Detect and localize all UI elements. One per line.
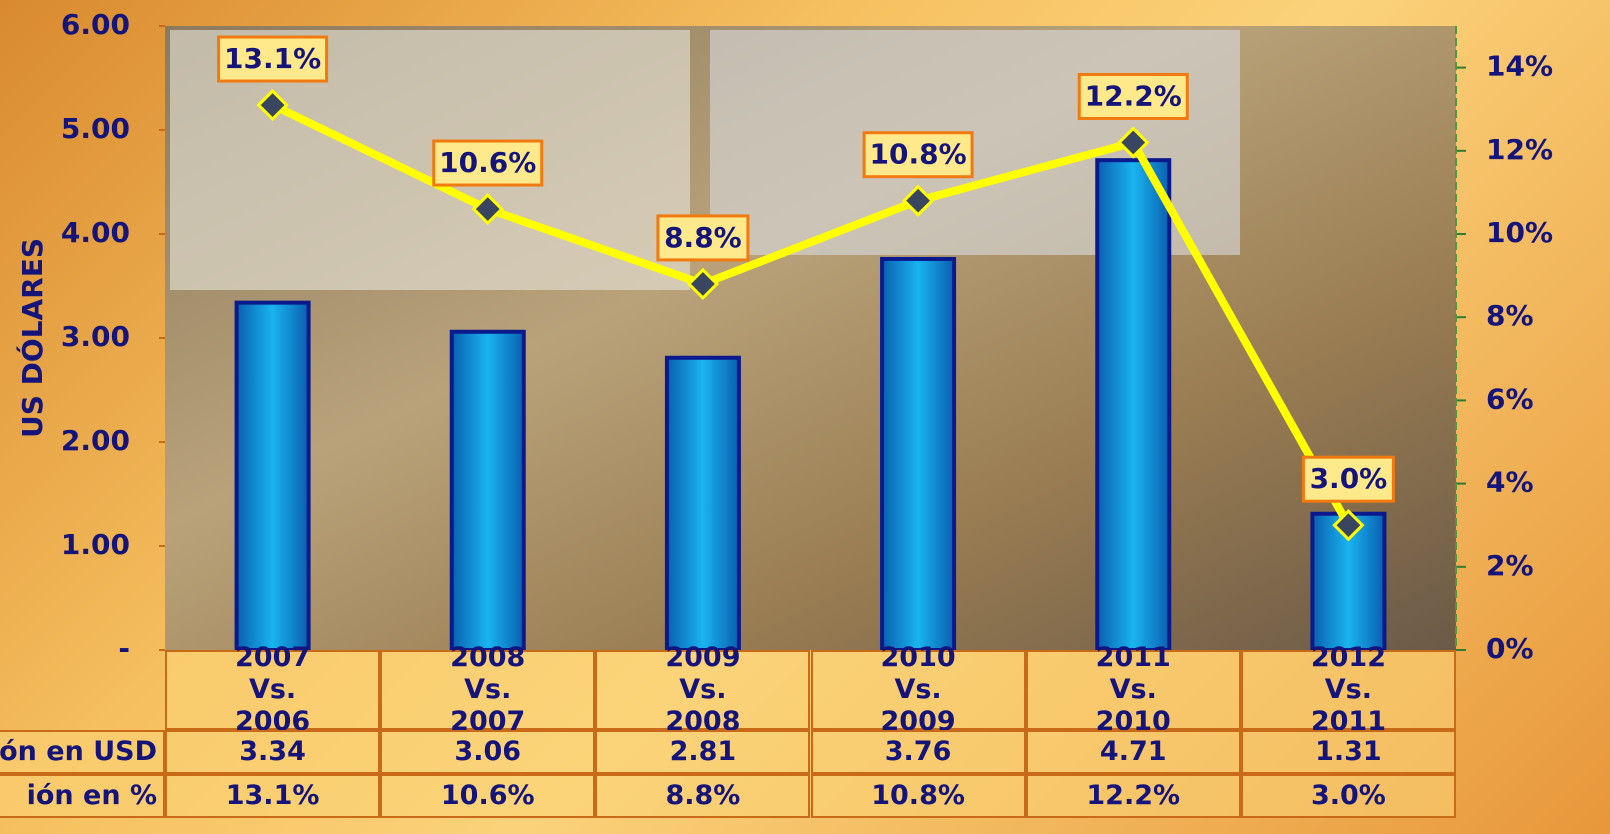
marker — [901, 184, 935, 217]
data-label-box — [1077, 72, 1189, 120]
table-cell: 10.6% — [380, 774, 596, 818]
category-cell: 2008 Vs. 2007 — [380, 642, 596, 737]
table-cell: 3.0% — [1240, 774, 1456, 818]
bar — [449, 329, 526, 652]
category-cell: 2012 Vs. 2011 — [1240, 642, 1456, 737]
table-cell: 3.34 — [165, 730, 381, 774]
y2-tick-label: 14% — [1486, 50, 1553, 83]
marker — [1332, 509, 1365, 542]
y2-tick-label: 8% — [1486, 299, 1534, 332]
bar — [1095, 158, 1172, 652]
y-tick-label: 1.00 — [61, 528, 130, 561]
table-cell: 8.8% — [595, 774, 811, 818]
table-cell: 1.31 — [1240, 730, 1456, 774]
data-label-box — [656, 214, 750, 262]
y-tick-label: 6.00 — [61, 8, 130, 41]
table-cell: 4.71 — [1025, 730, 1241, 774]
y2-tick-label: 0% — [1486, 632, 1534, 665]
row-label: ión en % — [0, 774, 165, 818]
data-label-box — [432, 139, 544, 187]
line — [270, 101, 1352, 528]
y2-tick-label: 10% — [1486, 216, 1553, 249]
data-label-box — [862, 131, 974, 179]
table-cell: 2.81 — [595, 730, 811, 774]
bar — [880, 256, 957, 652]
marker — [256, 88, 289, 122]
y-tick-label: 3.00 — [61, 320, 130, 353]
marker — [471, 192, 504, 226]
data-label: 8.8% — [664, 221, 742, 254]
table-cell: 10.8% — [810, 774, 1026, 818]
y-tick-label: 2.00 — [61, 424, 130, 457]
data-label-box — [1301, 455, 1395, 503]
row-label: ión en USD — [0, 730, 165, 774]
table-cell: 13.1% — [165, 774, 381, 818]
category-cell: 2011 Vs. 2010 — [1025, 642, 1241, 737]
marker — [686, 267, 720, 301]
table-cell: 3.76 — [810, 730, 1026, 774]
category-cell: 2009 Vs. 2008 — [595, 642, 811, 737]
data-label: 10.8% — [870, 138, 967, 171]
bar — [664, 355, 741, 652]
y2-tick-label: 4% — [1486, 466, 1534, 499]
category-cell: 2010 Vs. 2009 — [810, 642, 1026, 737]
data-label: 12.2% — [1085, 79, 1182, 112]
data-label: 13.1% — [224, 42, 321, 75]
data-label-box — [217, 35, 329, 83]
data-label: 10.6% — [439, 146, 536, 179]
bar — [234, 300, 311, 652]
y-tick-label: 5.00 — [61, 112, 130, 145]
y2-tick-label: 6% — [1486, 382, 1534, 415]
table-cell: 3.06 — [380, 730, 596, 774]
table-cell: 12.2% — [1025, 774, 1241, 818]
y-tick-label: 4.00 — [61, 216, 130, 249]
data-label: 3.0% — [1310, 462, 1388, 495]
category-cell: 2007 Vs. 2006 — [165, 642, 381, 737]
y2-tick-label: 12% — [1486, 133, 1553, 166]
y-tick-label: - — [118, 632, 130, 665]
y-axis-label: US DÓLARES — [15, 238, 49, 438]
y2-tick-label: 2% — [1486, 549, 1534, 582]
marker — [1117, 126, 1150, 159]
